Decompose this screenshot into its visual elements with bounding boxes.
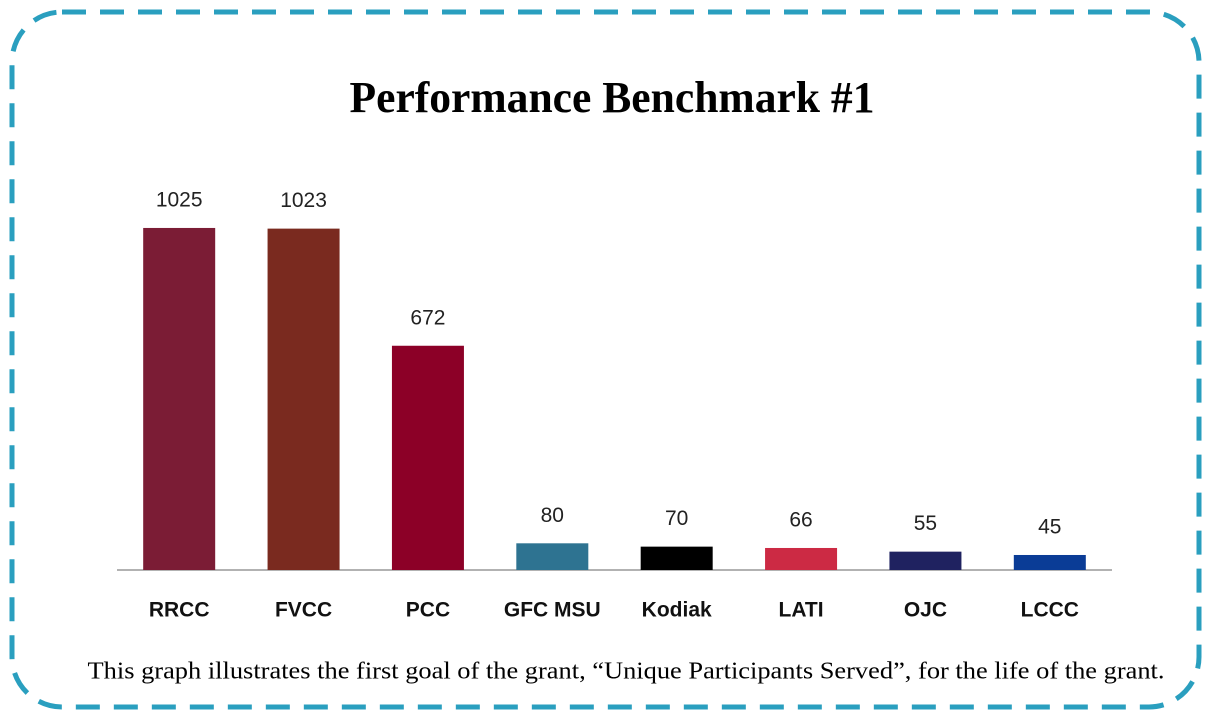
x-tick-label: PCC: [406, 599, 450, 622]
value-label: 1023: [280, 189, 327, 212]
x-tick-label: OJC: [904, 599, 947, 622]
x-tick-label: Kodiak: [642, 599, 712, 622]
chart-title: Performance Benchmark #1: [350, 73, 875, 122]
value-label: 55: [914, 512, 937, 535]
x-tick-label: GFC MSU: [504, 599, 601, 622]
bar: [391, 345, 464, 570]
bar: [889, 551, 962, 570]
x-tick-label: LATI: [779, 599, 824, 622]
value-label: 80: [541, 504, 564, 527]
bar: [267, 228, 340, 571]
x-tick-label: LCCC: [1021, 599, 1079, 622]
bar: [765, 547, 838, 570]
value-label: 1025: [156, 189, 203, 212]
value-label: 45: [1038, 516, 1061, 539]
bar: [1013, 554, 1086, 570]
value-label: 672: [410, 306, 445, 329]
x-tick-label: RRCC: [149, 599, 210, 622]
bar: [516, 543, 589, 570]
bar: [640, 546, 713, 570]
value-label: 70: [665, 507, 688, 530]
value-label: 66: [789, 509, 812, 532]
dashed-frame: [9, 9, 1202, 710]
bar: [143, 227, 216, 570]
caption: This graph illustrates the first goal of…: [88, 659, 1165, 685]
x-tick-label: FVCC: [275, 599, 332, 622]
